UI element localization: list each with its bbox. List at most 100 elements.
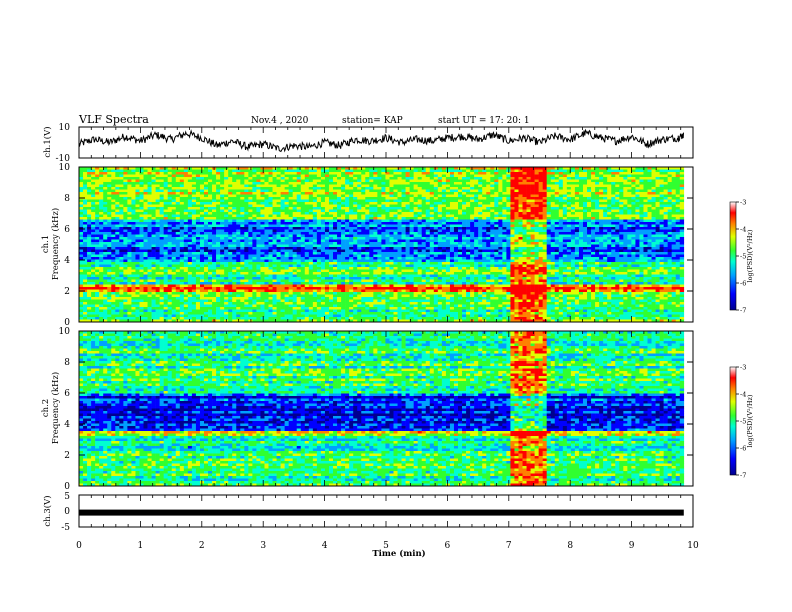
spectrogram-cell bbox=[591, 214, 596, 218]
spectrogram-cell bbox=[506, 204, 511, 208]
spectrogram-cell bbox=[369, 177, 374, 180]
spectrogram-cell bbox=[260, 177, 265, 180]
spectrogram-cell bbox=[631, 179, 636, 183]
spectrogram-cell bbox=[470, 214, 475, 218]
spectrogram-cell bbox=[381, 182, 386, 185]
spectrogram-cell bbox=[675, 229, 681, 233]
spectrogram-cell bbox=[91, 249, 96, 253]
spectrogram-cell bbox=[401, 197, 406, 200]
spectrogram-cell bbox=[623, 224, 628, 228]
spectrogram-cell bbox=[284, 219, 289, 223]
spectrogram-cell bbox=[115, 219, 120, 223]
spectrogram-cell bbox=[413, 237, 418, 240]
spectrogram-cell bbox=[490, 214, 495, 218]
spectrogram-cell bbox=[232, 217, 237, 220]
spectrogram-cell bbox=[337, 229, 342, 233]
spectrogram-cell bbox=[312, 197, 318, 200]
spectrogram-cell bbox=[566, 242, 572, 245]
spectrogram-cell bbox=[397, 197, 402, 200]
spectrogram-cell bbox=[458, 169, 463, 173]
spectrogram-cell bbox=[607, 174, 612, 178]
spectrogram-cell bbox=[260, 244, 265, 248]
spectrogram-cell bbox=[526, 197, 531, 200]
spectrogram-cell bbox=[453, 242, 459, 245]
spectrogram-cell bbox=[139, 204, 144, 208]
spectrogram-cell bbox=[312, 189, 318, 193]
spectrogram-cell bbox=[494, 207, 499, 210]
spectrogram-cell bbox=[534, 169, 539, 173]
spectrogram-cell bbox=[615, 222, 620, 225]
spectrogram-cell bbox=[534, 207, 539, 210]
spectrogram-cell bbox=[478, 237, 483, 240]
spectrogram-cell bbox=[296, 179, 302, 183]
spectrogram-cell bbox=[349, 194, 354, 198]
spectrogram-cell bbox=[449, 244, 455, 248]
spectrogram-cell bbox=[232, 239, 237, 243]
spectrogram-cell bbox=[397, 192, 402, 195]
spectrogram-cell bbox=[591, 174, 596, 178]
spectrogram-cell bbox=[296, 187, 302, 190]
spectrogram-cell bbox=[546, 202, 552, 205]
spectrogram-cell bbox=[163, 182, 168, 185]
spectrogram-cell bbox=[538, 232, 543, 235]
spectrogram-cell bbox=[389, 219, 394, 223]
spectrogram-cell bbox=[494, 232, 499, 235]
spectrogram-cell bbox=[99, 237, 104, 240]
spectrogram-cell bbox=[635, 179, 640, 183]
spectrogram-cell bbox=[667, 214, 672, 218]
spectrogram-cell bbox=[123, 197, 128, 200]
spectrogram-cell bbox=[441, 172, 447, 175]
spectrogram-cell bbox=[268, 179, 273, 183]
spectrogram-cell bbox=[79, 187, 84, 190]
spectrogram-cell bbox=[187, 182, 193, 185]
spectrogram-cell bbox=[550, 224, 556, 228]
spectrogram-cell bbox=[534, 189, 539, 193]
spectrogram-cell bbox=[300, 212, 306, 215]
spectrogram-cell bbox=[199, 182, 205, 185]
spectrogram-cell bbox=[357, 229, 362, 233]
spectrogram-cell bbox=[163, 204, 168, 208]
spectrogram-cell bbox=[530, 209, 535, 213]
spectrogram-cell bbox=[401, 194, 406, 198]
spectrogram-cell bbox=[228, 199, 233, 203]
spectrogram-cell bbox=[639, 204, 644, 208]
spectrogram-cell bbox=[635, 189, 640, 193]
spectrogram-cell bbox=[252, 222, 257, 225]
spectrogram-cell bbox=[115, 217, 120, 220]
spectrogram-cell bbox=[591, 239, 596, 243]
spectrogram-cell bbox=[566, 167, 572, 170]
spectrogram-cell bbox=[216, 219, 221, 223]
spectrogram-cell bbox=[264, 224, 269, 228]
spectrogram-cell bbox=[599, 169, 604, 173]
spectrogram-cell bbox=[179, 169, 185, 173]
spectrogram-cell bbox=[603, 207, 608, 210]
spectrogram-cell bbox=[179, 222, 185, 225]
spectrogram-cell bbox=[224, 209, 229, 213]
spectrogram-cell bbox=[212, 184, 217, 188]
spectrogram-cell bbox=[546, 174, 552, 178]
spectrogram-cell bbox=[429, 222, 435, 225]
spectrogram-cell bbox=[288, 172, 293, 175]
spectrogram-cell bbox=[248, 172, 253, 175]
spectrogram-cell bbox=[236, 204, 241, 208]
spectrogram-cell bbox=[578, 234, 584, 238]
spectrogram-cell bbox=[611, 244, 616, 248]
spectrogram-cell bbox=[203, 202, 209, 205]
spectrogram-cell bbox=[478, 229, 483, 233]
spectrogram-cell bbox=[373, 242, 378, 245]
spectrogram-cell bbox=[127, 197, 132, 200]
spectrogram-cell bbox=[558, 219, 564, 223]
spectrogram-cell bbox=[224, 172, 229, 175]
spectrogram-cell bbox=[377, 247, 382, 250]
spectrogram-cell bbox=[320, 217, 326, 220]
spectrogram-cell bbox=[667, 187, 672, 190]
spectrogram-cell bbox=[79, 192, 84, 195]
spectrogram-cell bbox=[361, 197, 366, 200]
spectrogram-cell bbox=[437, 219, 443, 223]
spectrogram-cell bbox=[494, 229, 499, 233]
spectrogram-cell bbox=[449, 189, 455, 193]
spectrogram-cell bbox=[566, 197, 572, 200]
spectrogram-cell bbox=[187, 219, 193, 223]
spectrogram-cell bbox=[151, 202, 156, 205]
spectrogram-cell bbox=[377, 182, 382, 185]
